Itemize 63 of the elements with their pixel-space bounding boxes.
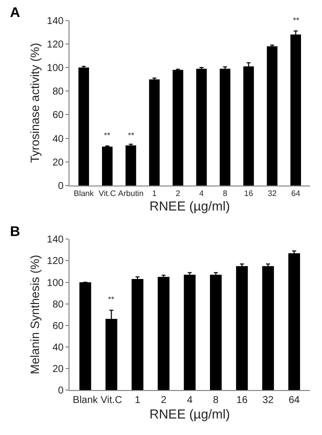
y-tick-label: 100 bbox=[46, 63, 64, 74]
bar bbox=[196, 68, 207, 186]
bar bbox=[149, 79, 160, 186]
annotation: ** bbox=[104, 131, 110, 140]
bar bbox=[158, 276, 170, 390]
chart-title: A bbox=[10, 4, 20, 20]
bar bbox=[290, 34, 302, 186]
y-tick-label: 100 bbox=[46, 278, 64, 289]
y-tick-label: 40 bbox=[52, 134, 64, 145]
bar bbox=[132, 279, 144, 390]
y-tick-label: 20 bbox=[52, 157, 64, 168]
bar bbox=[102, 146, 113, 186]
bar bbox=[126, 145, 136, 186]
y-tick-label: 140 bbox=[46, 16, 64, 27]
x-tick-label: 4 bbox=[186, 394, 193, 406]
y-tick-label: 120 bbox=[46, 256, 64, 268]
x-tick-label: 32 bbox=[262, 394, 274, 406]
x-tick-label: Arbutin bbox=[118, 189, 144, 198]
x-tick-label: Blank bbox=[72, 394, 99, 406]
x-tick-label: Vit.C bbox=[100, 394, 122, 406]
bar bbox=[210, 274, 222, 390]
y-tick-label: 0 bbox=[58, 385, 64, 396]
bar bbox=[262, 266, 274, 390]
bar bbox=[79, 282, 92, 390]
x-tick-label: 2 bbox=[160, 394, 167, 406]
x-tick-label: Blank bbox=[74, 189, 95, 198]
y-tick-label: 40 bbox=[52, 342, 64, 354]
bar bbox=[266, 46, 278, 186]
annotation: ** bbox=[128, 131, 134, 140]
y-tick-label: 60 bbox=[52, 110, 64, 122]
x-axis-title: RNEE (µg/ml) bbox=[150, 198, 230, 214]
y-tick-label: 60 bbox=[52, 320, 64, 332]
x-tick-label: 32 bbox=[268, 189, 278, 198]
x-axis-title: RNEE (µg/ml) bbox=[150, 406, 230, 422]
x-tick-label: 1 bbox=[134, 394, 141, 406]
annotation: ** bbox=[293, 16, 300, 25]
y-axis-title: Tyrosinase activity (%) bbox=[28, 42, 42, 163]
y-tick-label: 120 bbox=[46, 39, 64, 50]
x-tick-label: 1 bbox=[152, 189, 158, 198]
y-tick-label: 140 bbox=[46, 234, 64, 246]
chart-title: B bbox=[10, 223, 20, 239]
y-axis-title: Melanin Synthesis (%) bbox=[28, 254, 42, 374]
bar bbox=[78, 68, 90, 186]
x-tick-label: 2 bbox=[176, 189, 181, 198]
bar bbox=[184, 274, 196, 390]
bar bbox=[236, 266, 248, 390]
x-tick-label: 64 bbox=[291, 189, 301, 198]
x-tick-label: 8 bbox=[213, 394, 220, 406]
bar bbox=[288, 253, 300, 390]
x-tick-label: 8 bbox=[222, 189, 228, 198]
bar bbox=[172, 70, 184, 186]
y-tick-label: 80 bbox=[52, 86, 64, 98]
y-tick-label: 80 bbox=[52, 299, 64, 310]
x-tick-label: 4 bbox=[199, 189, 204, 198]
y-tick-label: 20 bbox=[52, 364, 64, 375]
bar bbox=[220, 68, 230, 186]
y-tick-label: 0 bbox=[58, 181, 64, 192]
x-tick-label: 16 bbox=[244, 189, 254, 198]
x-tick-label: 64 bbox=[288, 394, 300, 406]
annotation: ** bbox=[108, 295, 114, 304]
x-tick-label: 16 bbox=[236, 394, 248, 406]
x-tick-label: Vit.C bbox=[98, 189, 116, 198]
bar bbox=[243, 66, 254, 186]
